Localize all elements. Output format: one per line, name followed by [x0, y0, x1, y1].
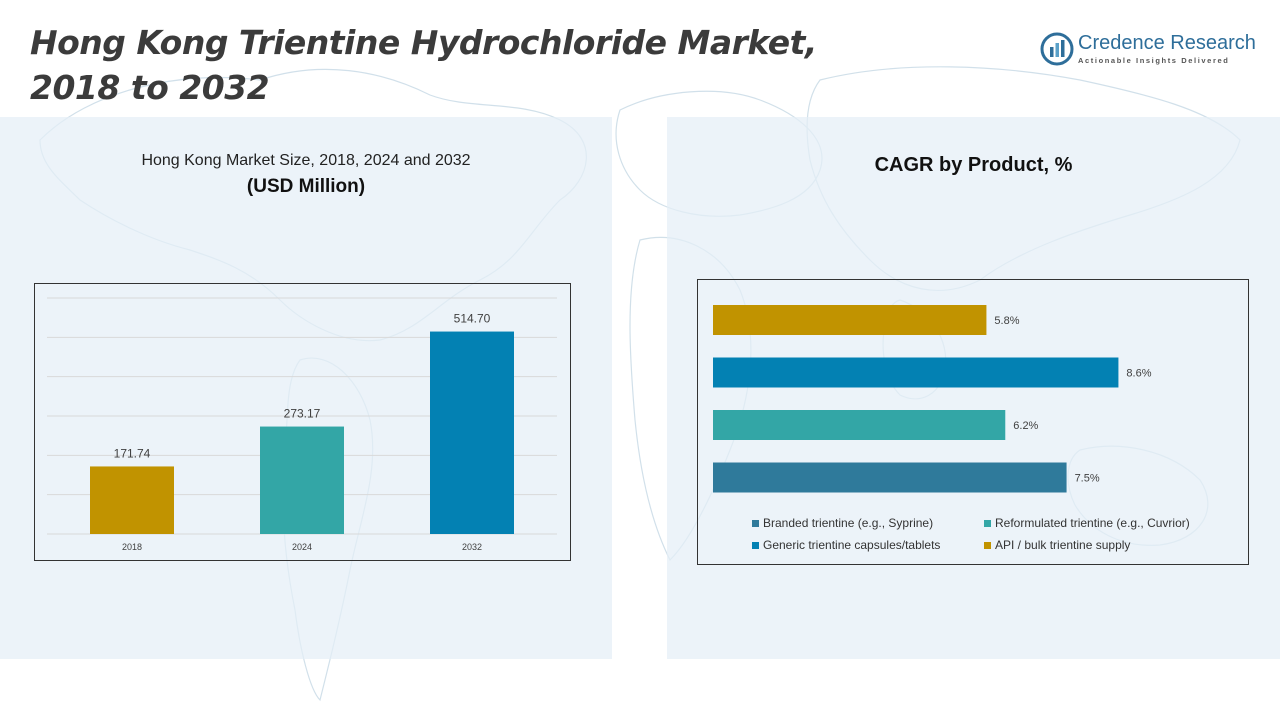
legend-item-2: Reformulated trientine (e.g., Cuvrior)	[984, 516, 1190, 530]
logo-icon	[1040, 32, 1074, 66]
credence-research-logo: Credence Research Actionable Insights De…	[1040, 30, 1256, 70]
bar-2024	[260, 426, 344, 534]
page-title: Hong Kong Trientine Hydrochloride Market…	[30, 20, 890, 110]
market-size-chart: 171.74 2018 273.17 2024 514.70 2032	[34, 283, 571, 561]
data-label-2032: 514.70	[454, 312, 491, 326]
market-size-chart-title: Hong Kong Market Size, 2018, 2024 and 20…	[141, 152, 471, 169]
legend-label: Generic trientine capsules/tablets	[763, 538, 941, 552]
cagr-data-label-4: 7.5%	[1075, 473, 1100, 485]
legend-label: API / bulk trientine supply	[995, 538, 1131, 552]
legend-swatch	[752, 541, 759, 549]
cagr-chart: 5.8% 8.6% 6.2% 7.5% Branded trientine (e.g.…	[697, 279, 1249, 565]
cagr-bar-2	[713, 357, 1119, 388]
cagr-bar-1	[713, 305, 987, 335]
legend-item-4: API / bulk trientine supply	[984, 538, 1130, 552]
cagr-panel	[667, 117, 1280, 659]
bar-2032	[430, 331, 514, 534]
legend-label: Reformulated trientine (e.g., Cuvrior)	[995, 516, 1190, 530]
market-size-bar-chart: 171.74 2018 273.17 2024 514.70 2032	[47, 297, 557, 552]
title-line-1: Hong Kong Trientine Hydrochloride Market…	[30, 23, 817, 62]
data-label-2024: 273.17	[284, 407, 321, 421]
data-label-2018: 171.74	[114, 446, 151, 460]
legend-swatch	[984, 541, 991, 549]
logo-tagline: Actionable Insights Delivered	[1078, 56, 1230, 65]
x-tick-label-2018: 2018	[122, 542, 142, 552]
cagr-chart-title: CAGR by Product, %	[874, 154, 1073, 176]
legend-swatch	[984, 519, 991, 527]
logo-name: Credence Research	[1078, 32, 1256, 54]
bar-2018	[90, 466, 174, 534]
cagr-data-label-2: 8.6%	[1126, 368, 1151, 380]
cagr-data-label-1: 5.8%	[994, 315, 1019, 327]
cagr-bar-3	[713, 410, 1006, 440]
cagr-bar-4	[713, 462, 1067, 493]
legend-label: Branded trientine (e.g., Syprine)	[763, 516, 934, 530]
title-line-2: 2018 to 2032	[30, 68, 270, 107]
legend-swatch	[752, 519, 759, 527]
cagr-bar-chart: 5.8% 8.6% 6.2% 7.5%	[713, 305, 1152, 493]
legend-item-3: Generic trientine capsules/tablets	[752, 538, 940, 552]
x-tick-label-2024: 2024	[292, 542, 312, 552]
cagr-data-label-3: 6.2%	[1013, 420, 1038, 432]
x-tick-label-2032: 2032	[462, 542, 482, 552]
market-size-chart-unit: (USD Million)	[246, 176, 366, 197]
legend-item-1: Branded trientine (e.g., Syprine)	[752, 516, 933, 530]
